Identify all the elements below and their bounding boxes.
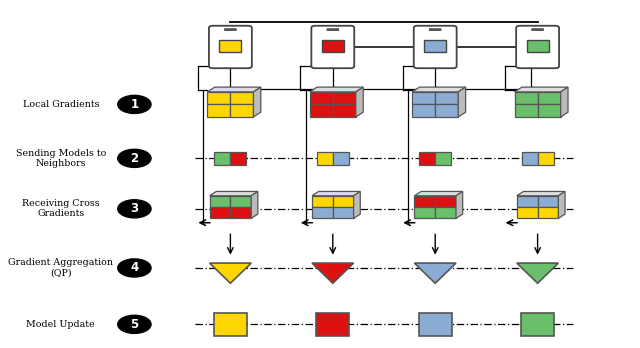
FancyBboxPatch shape [414, 26, 457, 68]
Bar [515, 92, 538, 104]
Text: Receiving Cross
Gradients: Receiving Cross Gradients [22, 199, 100, 219]
Bar [435, 196, 456, 207]
FancyBboxPatch shape [224, 28, 237, 31]
Polygon shape [210, 263, 251, 283]
Bar [316, 313, 349, 336]
Bar [333, 92, 356, 104]
FancyBboxPatch shape [531, 28, 544, 31]
Polygon shape [415, 263, 456, 283]
Text: Model Update: Model Update [26, 320, 95, 329]
Circle shape [118, 95, 151, 113]
Bar [214, 313, 247, 336]
Bar [207, 104, 230, 117]
Bar [333, 152, 349, 165]
Bar [435, 104, 458, 117]
Bar [230, 92, 253, 104]
Bar [310, 104, 333, 117]
Bar [210, 207, 230, 219]
Bar [435, 207, 456, 219]
Bar [412, 104, 435, 117]
Polygon shape [354, 191, 360, 219]
Bar [207, 92, 230, 104]
Bar [522, 152, 538, 165]
Polygon shape [207, 87, 261, 92]
Bar [322, 40, 344, 52]
Circle shape [118, 149, 151, 167]
Text: Local Gradients: Local Gradients [22, 100, 99, 109]
Text: Gradient Aggregation
(QP): Gradient Aggregation (QP) [8, 258, 113, 278]
Bar [412, 92, 435, 104]
Circle shape [118, 259, 151, 277]
Polygon shape [561, 87, 568, 117]
Bar [538, 207, 558, 219]
Text: 5: 5 [131, 318, 138, 331]
Polygon shape [412, 87, 466, 92]
FancyBboxPatch shape [312, 26, 355, 68]
Bar [527, 40, 548, 52]
Bar [419, 152, 435, 165]
Bar [517, 196, 538, 207]
Bar [419, 313, 452, 336]
Text: 3: 3 [131, 202, 138, 215]
Polygon shape [312, 263, 354, 283]
Bar [230, 104, 253, 117]
Polygon shape [415, 191, 463, 196]
Bar [310, 92, 333, 104]
Bar [435, 92, 458, 104]
Bar [210, 196, 230, 207]
Polygon shape [458, 87, 466, 117]
Bar [435, 152, 451, 165]
Bar [538, 92, 561, 104]
Bar [538, 104, 561, 117]
Polygon shape [558, 191, 565, 219]
Text: 2: 2 [131, 152, 138, 165]
Polygon shape [210, 191, 258, 196]
Bar [415, 207, 435, 219]
Bar [333, 104, 356, 117]
Bar [220, 40, 241, 52]
Bar [517, 207, 538, 219]
Polygon shape [515, 87, 568, 92]
FancyBboxPatch shape [209, 26, 252, 68]
Text: Sending Models to
Neighbors: Sending Models to Neighbors [15, 149, 106, 168]
Bar [424, 40, 446, 52]
Bar [515, 104, 538, 117]
Bar [333, 207, 354, 219]
Polygon shape [253, 87, 261, 117]
Bar [312, 207, 333, 219]
Bar [538, 196, 558, 207]
Bar [214, 152, 230, 165]
Polygon shape [456, 191, 463, 219]
Bar [521, 313, 554, 336]
Polygon shape [310, 87, 364, 92]
Text: 4: 4 [131, 261, 138, 275]
Text: 1: 1 [131, 98, 138, 111]
Bar [230, 196, 251, 207]
Bar [317, 152, 333, 165]
Circle shape [118, 200, 151, 218]
Bar [230, 152, 246, 165]
FancyBboxPatch shape [516, 26, 559, 68]
Polygon shape [517, 191, 565, 196]
Polygon shape [312, 191, 360, 196]
Bar [415, 196, 435, 207]
Polygon shape [251, 191, 258, 219]
Bar [312, 196, 333, 207]
Bar [538, 152, 554, 165]
Circle shape [118, 315, 151, 333]
Polygon shape [356, 87, 364, 117]
Bar [230, 207, 251, 219]
FancyBboxPatch shape [326, 28, 339, 31]
Polygon shape [517, 263, 558, 283]
FancyBboxPatch shape [429, 28, 442, 31]
Bar [333, 196, 354, 207]
